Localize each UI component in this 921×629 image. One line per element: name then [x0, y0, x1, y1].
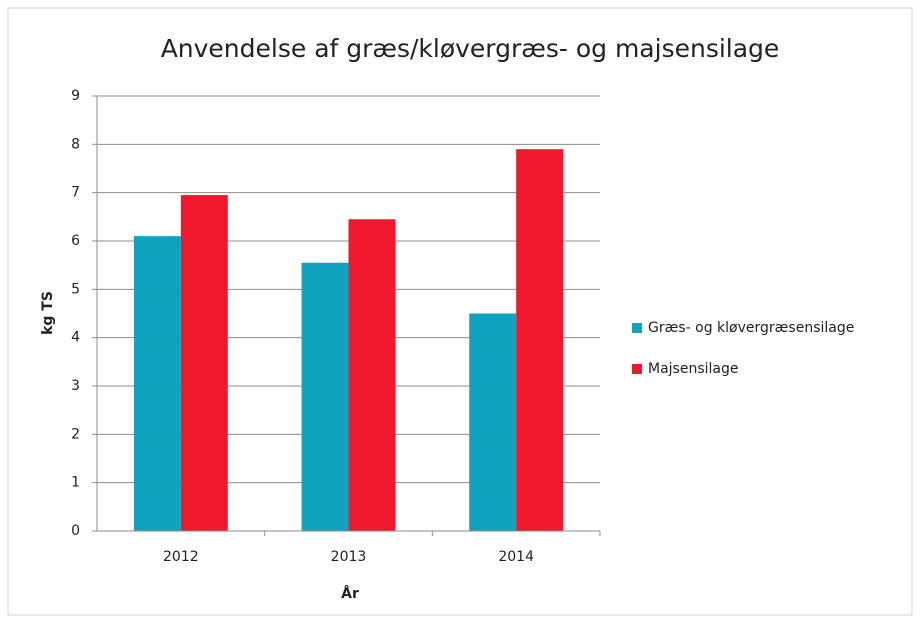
legend-swatch	[632, 323, 642, 333]
y-tick-label: 8	[71, 136, 80, 152]
legend-label: Majsensilage	[648, 361, 738, 377]
y-axis-label: kg TS	[40, 291, 56, 335]
x-tick-label: 2014	[498, 549, 534, 565]
bar	[516, 149, 564, 531]
bar	[469, 313, 517, 531]
y-tick-label: 7	[71, 185, 80, 201]
x-tick-label: 2013	[331, 549, 367, 565]
bar	[301, 262, 349, 531]
y-tick-label: 3	[71, 378, 80, 394]
y-tick-label: 1	[71, 475, 80, 491]
y-tick-label: 2	[71, 426, 80, 442]
legend-swatch	[632, 364, 642, 374]
chart-title: Anvendelse af græs/kløvergræs- og majsen…	[161, 34, 780, 63]
y-tick-label: 4	[71, 330, 80, 346]
y-tick-label: 0	[71, 523, 80, 539]
y-tick-label: 5	[71, 281, 80, 297]
bar	[180, 195, 228, 532]
y-tick-label: 6	[71, 233, 80, 249]
y-tick-label: 9	[71, 88, 80, 104]
bar	[133, 236, 181, 531]
x-tick-label: 2012	[163, 549, 199, 565]
x-axis-label: År	[341, 585, 359, 602]
legend-label: Græs- og kløvergræsensilage	[648, 320, 854, 336]
bar	[348, 219, 396, 531]
